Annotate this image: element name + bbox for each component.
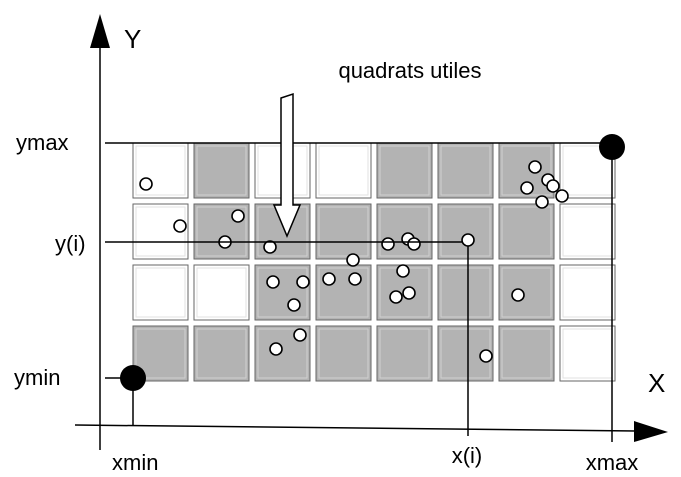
x-arrow <box>634 421 668 442</box>
quadrat-inner <box>196 206 247 257</box>
quadrat <box>437 203 494 260</box>
quadrat-inner <box>501 267 552 318</box>
quadrat-inner <box>501 328 552 379</box>
quadrat <box>559 203 616 260</box>
quadrat-inner <box>135 206 186 257</box>
point <box>381 237 395 251</box>
pointer-arrow <box>272 92 302 238</box>
quadrat <box>254 264 311 321</box>
point <box>266 275 280 289</box>
point <box>269 342 283 356</box>
point <box>546 179 560 193</box>
point <box>528 160 542 174</box>
quadrat <box>315 203 372 260</box>
x-axis-label: X <box>648 368 665 398</box>
point <box>511 288 525 302</box>
quadrat-inner <box>440 267 491 318</box>
min-point <box>120 365 146 391</box>
quadrat <box>498 325 555 382</box>
quadrat <box>315 142 372 199</box>
ymax-label: ymax <box>16 130 69 155</box>
quadrat-inner <box>135 328 186 379</box>
quadrat-inner <box>379 328 430 379</box>
point <box>322 272 336 286</box>
quadrat-inner <box>318 328 369 379</box>
y-arrow <box>90 14 110 48</box>
xmax-label: xmax <box>586 450 639 472</box>
point <box>139 177 153 191</box>
point <box>173 219 187 233</box>
quadrat-inner <box>196 145 247 196</box>
quadrat-inner <box>196 267 247 318</box>
xmin-label: xmin <box>112 450 158 472</box>
annotation: quadrats utiles <box>338 58 481 83</box>
quadrat <box>132 264 189 321</box>
point <box>296 275 310 289</box>
quadrat <box>437 264 494 321</box>
quadrat <box>559 264 616 321</box>
quadrat-inner <box>135 267 186 318</box>
quadrat <box>498 203 555 260</box>
point <box>389 290 403 304</box>
point <box>520 181 534 195</box>
quadrat-inner <box>440 145 491 196</box>
point <box>555 189 569 203</box>
quadrat-inner <box>379 206 430 257</box>
quadrat-inner <box>318 145 369 196</box>
quadrat <box>315 264 372 321</box>
quadrat <box>376 325 433 382</box>
point <box>396 264 410 278</box>
quadrat-inner <box>440 206 491 257</box>
point <box>263 240 277 254</box>
point <box>348 272 362 286</box>
quadrat <box>193 264 250 321</box>
point <box>346 253 360 267</box>
point <box>402 286 416 300</box>
quadrat-inner <box>257 328 308 379</box>
quadrat <box>498 264 555 321</box>
quadrat <box>193 325 250 382</box>
x-axis <box>74 424 641 432</box>
yi-label: y(i) <box>55 231 86 256</box>
quadrat-inner <box>501 145 552 196</box>
max-point <box>599 134 625 160</box>
quadrat <box>376 142 433 199</box>
quadrat-inner <box>379 145 430 196</box>
quadrat-inner <box>135 145 186 196</box>
point <box>407 237 421 251</box>
point <box>231 209 245 223</box>
y-axis-label: Y <box>124 24 141 54</box>
quadrat-inner <box>257 267 308 318</box>
xi-label: x(i) <box>452 443 483 468</box>
quadrat-inner <box>318 206 369 257</box>
quadrat <box>315 325 372 382</box>
point <box>293 328 307 342</box>
point <box>535 195 549 209</box>
quadrat-inner <box>318 267 369 318</box>
point <box>287 298 301 312</box>
quadrat <box>559 325 616 382</box>
points <box>139 160 569 363</box>
quadrat <box>132 142 189 199</box>
quadrat <box>437 142 494 199</box>
quadrat-inner <box>196 328 247 379</box>
quadrat <box>376 203 433 260</box>
point <box>479 349 493 363</box>
ymin-label: ymin <box>14 365 60 390</box>
quadrat-inner <box>501 206 552 257</box>
quadrat <box>193 142 250 199</box>
point-i <box>461 233 475 247</box>
